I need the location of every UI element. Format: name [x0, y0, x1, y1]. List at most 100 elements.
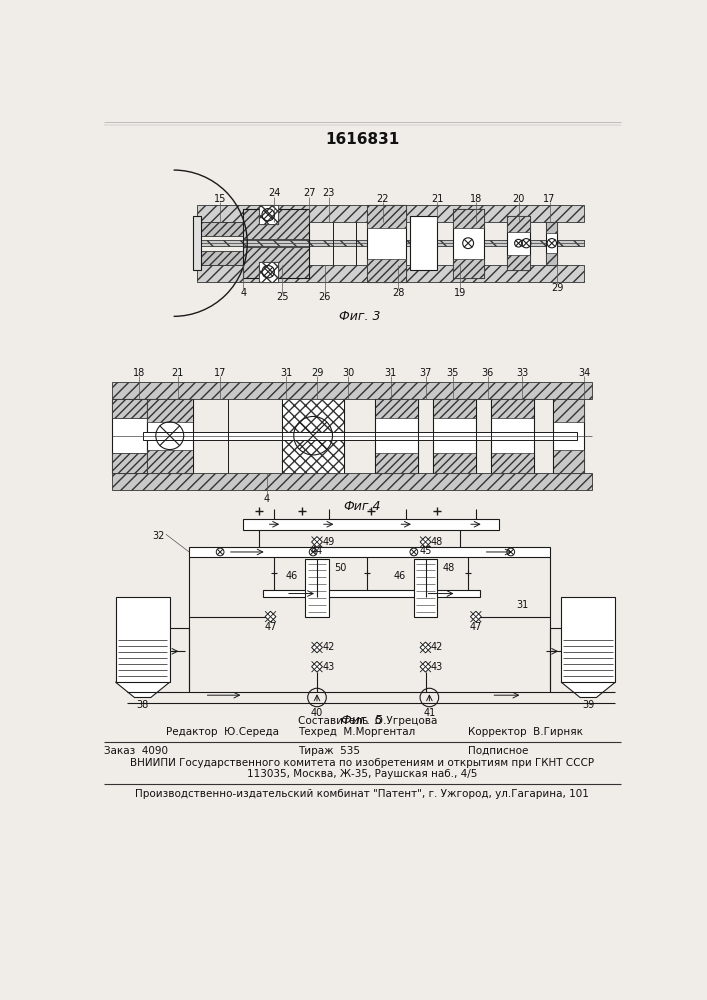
Text: 17: 17 — [543, 194, 556, 204]
Text: 48: 48 — [443, 563, 455, 573]
Text: Тираж  535: Тираж 535 — [298, 746, 360, 756]
Bar — [146, 450, 193, 473]
Bar — [507, 216, 530, 232]
Bar — [112, 382, 592, 399]
Bar — [375, 399, 418, 473]
Bar — [554, 399, 585, 473]
Bar — [259, 262, 279, 282]
Bar — [197, 222, 243, 235]
Text: 30: 30 — [342, 368, 354, 378]
Bar — [259, 205, 279, 224]
Text: 50: 50 — [334, 563, 346, 573]
Bar — [305, 559, 329, 617]
Bar — [368, 259, 406, 282]
Text: Фиг.4: Фиг.4 — [343, 500, 380, 513]
Text: 113035, Москва, Ж-35, Раушская наб., 4/5: 113035, Москва, Ж-35, Раушская наб., 4/5 — [247, 769, 477, 779]
Bar — [146, 399, 193, 422]
Polygon shape — [420, 537, 431, 547]
Text: Составитель  О.Угрецова: Составитель О.Угрецова — [298, 716, 437, 726]
Bar — [507, 255, 530, 270]
Text: 17: 17 — [214, 368, 226, 378]
Text: 39: 39 — [582, 700, 595, 710]
Text: 29: 29 — [311, 368, 323, 378]
Bar — [452, 259, 484, 278]
Bar — [433, 399, 476, 418]
Text: 42: 42 — [431, 642, 443, 652]
Text: 22: 22 — [377, 194, 389, 204]
Bar — [433, 399, 476, 473]
Bar — [259, 205, 279, 224]
Text: 25: 25 — [276, 292, 288, 302]
Text: Корректор  В.Гирняк: Корректор В.Гирняк — [468, 727, 583, 737]
Bar — [259, 262, 279, 282]
Text: 23: 23 — [322, 188, 335, 198]
Polygon shape — [115, 682, 170, 698]
Bar — [546, 253, 557, 265]
Bar — [112, 399, 146, 418]
Text: 15: 15 — [214, 194, 226, 204]
Polygon shape — [265, 611, 276, 622]
Bar — [452, 209, 484, 278]
Bar — [491, 399, 534, 418]
Text: 31: 31 — [385, 368, 397, 378]
Bar — [491, 453, 534, 473]
Bar — [193, 216, 201, 270]
Text: Производственно-издательский комбинат "Патент", г. Ужгород, ул.Гагарина, 101: Производственно-издательский комбинат "П… — [135, 789, 589, 799]
Bar — [197, 205, 585, 222]
Text: 49: 49 — [322, 537, 334, 547]
Polygon shape — [312, 661, 322, 672]
Bar — [146, 399, 193, 473]
Bar — [491, 399, 534, 473]
Text: 24: 24 — [268, 188, 281, 198]
Bar — [368, 205, 406, 228]
Bar — [410, 216, 437, 270]
Bar — [507, 216, 530, 270]
Polygon shape — [470, 611, 481, 622]
Text: 20: 20 — [513, 194, 525, 204]
Text: 27: 27 — [303, 188, 315, 198]
Text: Подписное: Подписное — [468, 746, 529, 756]
Bar — [197, 243, 585, 246]
Text: Фиг. 3: Фиг. 3 — [339, 310, 380, 323]
Text: 48: 48 — [431, 537, 443, 547]
Text: 19: 19 — [455, 288, 467, 298]
Bar — [143, 432, 577, 440]
Text: 40: 40 — [311, 708, 323, 718]
Bar — [189, 547, 549, 557]
Text: ВНИИПИ Государственного комитета по изобретениям и открытиям при ГКНТ СССР: ВНИИПИ Государственного комитета по изоб… — [130, 758, 594, 768]
Polygon shape — [312, 537, 322, 547]
Text: 28: 28 — [392, 288, 404, 298]
Bar — [546, 222, 557, 233]
Text: 45: 45 — [419, 546, 432, 556]
Text: 18: 18 — [469, 194, 482, 204]
Bar — [115, 597, 170, 682]
Bar — [243, 247, 309, 278]
Text: 41: 41 — [423, 708, 436, 718]
Text: 46: 46 — [394, 571, 406, 581]
Text: 26: 26 — [319, 292, 331, 302]
Bar — [414, 559, 437, 617]
Text: 43: 43 — [431, 662, 443, 672]
Text: 42: 42 — [322, 642, 335, 652]
Text: 33: 33 — [516, 368, 529, 378]
Text: 47: 47 — [264, 622, 276, 632]
Text: 44: 44 — [311, 546, 323, 556]
Bar — [554, 399, 585, 422]
Text: Фиг. 5: Фиг. 5 — [341, 714, 382, 727]
Bar — [263, 590, 480, 597]
Text: 35: 35 — [446, 368, 459, 378]
Polygon shape — [420, 661, 431, 672]
Text: 4: 4 — [264, 494, 269, 504]
Text: 21: 21 — [171, 368, 184, 378]
Text: 47: 47 — [469, 622, 482, 632]
Bar — [112, 453, 146, 473]
Bar — [282, 399, 344, 473]
Text: 18: 18 — [133, 368, 145, 378]
Bar — [243, 209, 309, 239]
Bar — [554, 450, 585, 473]
Text: 32: 32 — [152, 531, 164, 541]
Bar — [112, 473, 592, 490]
Text: Заказ  4090: Заказ 4090 — [104, 746, 168, 756]
Text: 38: 38 — [136, 700, 148, 710]
Bar — [546, 222, 557, 265]
